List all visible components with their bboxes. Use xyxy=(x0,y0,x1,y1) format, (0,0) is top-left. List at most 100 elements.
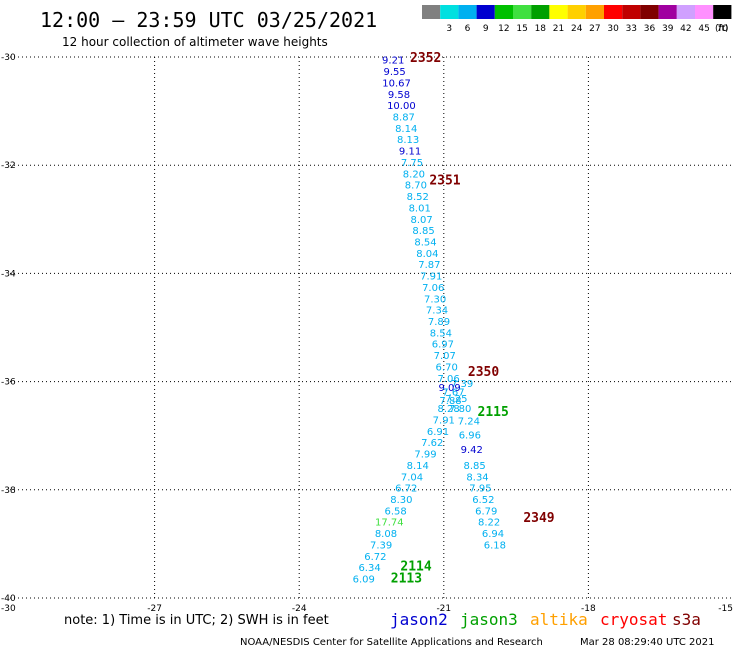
wave-height-label: 7.04 xyxy=(401,472,423,483)
wave-height-label: 8.87 xyxy=(393,113,415,124)
color-scale-swatch xyxy=(513,5,532,19)
color-scale-label: 12 xyxy=(498,24,509,34)
pass-number-label: 2113 xyxy=(391,571,422,586)
color-scale-label: 9 xyxy=(483,24,489,34)
color-scale-swatch xyxy=(440,5,459,19)
pass-number-label: 2350 xyxy=(468,365,499,380)
color-scale: 3 6 9 12 15 18 21 24 27 30 33 36 39 42 45 70 xyxy=(422,5,732,34)
wave-height-label: 6.97 xyxy=(432,340,454,351)
wave-height-label: 8.70 xyxy=(405,181,427,192)
legend-item-s3a: s3a xyxy=(672,610,701,629)
wave-height-label: 6.94 xyxy=(482,529,504,540)
color-scale-swatch xyxy=(494,5,513,19)
satellite-legend: jason2 jason3 altika cryosat s3a xyxy=(390,610,701,629)
wave-height-label: 8.28 xyxy=(437,404,459,415)
color-scale-swatch xyxy=(458,5,477,19)
color-scale-swatch xyxy=(713,5,732,19)
pass-number-label: 2349 xyxy=(523,511,554,526)
wave-height-label: 7.91 xyxy=(420,272,442,283)
wave-height-label: 8.14 xyxy=(395,124,417,135)
wave-height-label: 8.30 xyxy=(390,495,412,506)
y-tick-label: -30 xyxy=(1,53,16,63)
color-scale-label: 18 xyxy=(535,24,547,34)
legend-item-altika: altika xyxy=(530,610,588,629)
wave-height-label: 8.20 xyxy=(403,169,425,180)
wave-height-label: 8.01 xyxy=(409,203,431,214)
grid-lines xyxy=(10,56,733,599)
pass-number-label: 2352 xyxy=(410,51,441,66)
footer-note: note: 1) Time is in UTC; 2) SWH is in fe… xyxy=(64,613,329,628)
color-scale-label: 15 xyxy=(516,24,527,34)
wave-height-label: 8.22 xyxy=(478,518,500,529)
wave-height-label: 8.08 xyxy=(375,529,397,540)
color-scale-swatch xyxy=(585,5,604,19)
chart-title: 12:00 — 23:59 UTC 03/25/2021 xyxy=(40,8,377,32)
wave-height-label: 9.55 xyxy=(384,67,406,78)
footer-timestamp: Mar 28 08:29:40 UTC 2021 xyxy=(580,637,715,648)
wave-height-label: 6.72 xyxy=(395,484,417,495)
color-scale-label: 6 xyxy=(465,24,471,34)
wave-height-label: 7.87 xyxy=(418,260,440,271)
x-tick-label: -30 xyxy=(1,604,16,614)
footer-credit: NOAA/NESDIS Center for Satellite Applica… xyxy=(240,637,543,648)
color-scale-swatch xyxy=(422,5,441,19)
wave-height-label: 9.42 xyxy=(461,445,483,456)
wave-height-label: 7.34 xyxy=(426,306,448,317)
wave-height-label: 6.96 xyxy=(459,431,481,442)
color-scale-label: 45 xyxy=(698,24,709,34)
pass-number-label: 2351 xyxy=(429,173,460,188)
wave-height-label: 8.52 xyxy=(407,192,429,203)
color-scale-label: 27 xyxy=(589,24,600,34)
wave-height-label: 6.72 xyxy=(364,552,386,563)
chart-subtitle: 12 hour collection of altimeter wave hei… xyxy=(62,35,328,49)
color-scale-swatch xyxy=(531,5,550,19)
color-scale-label: 42 xyxy=(680,24,691,34)
wave-height-label: 7.91 xyxy=(433,415,455,426)
wave-height-label: 7.75 xyxy=(401,158,423,169)
y-tick-label: -38 xyxy=(1,486,16,496)
wave-height-label: 8.07 xyxy=(410,215,432,226)
wave-height-label: 6.18 xyxy=(484,540,506,551)
wave-height-label: 8.13 xyxy=(397,135,419,146)
wave-height-label: 8.54 xyxy=(414,237,436,248)
x-tick-label: -21 xyxy=(436,604,451,614)
wave-height-label: 7.06 xyxy=(437,374,459,385)
wave-height-label: 8.85 xyxy=(412,226,434,237)
legend-item-jason3: jason3 xyxy=(460,610,518,629)
pass-number-label: 2115 xyxy=(478,405,509,420)
wave-height-label: 7.99 xyxy=(414,450,436,461)
wave-height-label: 9.09 xyxy=(438,383,460,394)
x-tick-label: -27 xyxy=(147,604,162,614)
wave-height-label: 8.85 xyxy=(464,461,486,472)
wave-height-label: 6.52 xyxy=(472,495,494,506)
x-tick-label: -24 xyxy=(292,604,307,614)
wave-height-label: 9.11 xyxy=(399,147,421,158)
color-scale-swatch xyxy=(567,5,586,19)
wave-height-label: 6.79 xyxy=(475,506,497,517)
color-scale-swatch xyxy=(604,5,623,19)
wave-height-label: 7.39 xyxy=(370,540,392,551)
color-scale-unit: (ft) xyxy=(715,24,729,34)
wave-height-label: 7.95 xyxy=(469,484,491,495)
wave-height-label: 7.39 xyxy=(451,379,473,390)
wave-height-label: 6.58 xyxy=(384,506,406,517)
wave-height-points: 9.219.5510.679.5810.008.878.148.139.117.… xyxy=(353,56,506,586)
y-tick-label: -40 xyxy=(1,594,16,604)
legend-item-cryosat: cryosat xyxy=(600,610,667,629)
wave-height-label: 9.21 xyxy=(382,56,404,67)
wave-height-label: 6.91 xyxy=(427,427,449,438)
color-scale-swatch xyxy=(695,5,714,19)
wave-height-label: 7.62 xyxy=(421,438,443,449)
legend-item-jason2: jason2 xyxy=(390,610,448,629)
y-tick-label: -36 xyxy=(1,378,16,388)
color-scale-swatch xyxy=(676,5,695,19)
x-axis-ticks: -30 -27 -24 -21 -18 -15 xyxy=(1,604,733,614)
wave-height-label: 10.00 xyxy=(387,101,416,112)
wave-height-label: 9.58 xyxy=(388,90,410,101)
color-scale-swatch xyxy=(549,5,568,19)
wave-height-label: 7.88 xyxy=(439,396,461,407)
wave-height-label: 7.07 xyxy=(434,351,456,362)
color-scale-label: 39 xyxy=(662,24,674,34)
